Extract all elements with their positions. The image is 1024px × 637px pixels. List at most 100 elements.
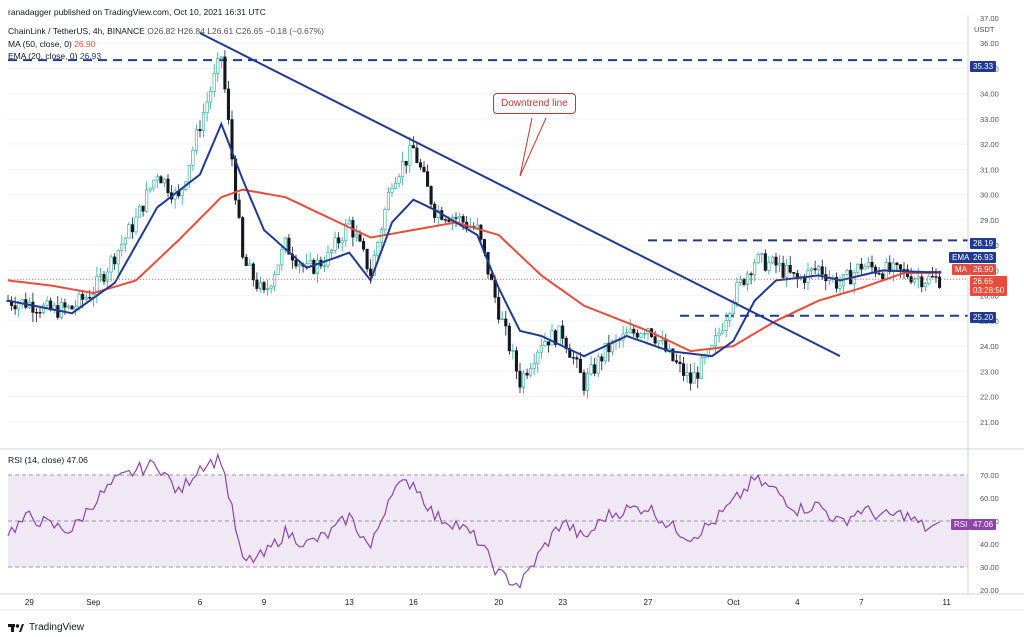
candle-body [820,266,824,275]
candle-body [575,357,579,360]
candle-body [411,145,415,149]
candle-body [88,296,92,299]
candle-body [418,162,422,168]
candle-body [251,263,255,281]
rsi-legend[interactable]: RSI (14, close) 47.06 [8,455,88,465]
downtrend-line [199,32,841,358]
candle-body [724,320,728,331]
time-tick-label: 29 [25,598,34,607]
price-tick-label: 37.00 [980,14,999,23]
candle-body [241,217,245,258]
candle-body [223,56,227,90]
candle-body [70,305,74,310]
candle-body [728,313,732,321]
candle-body [632,328,636,334]
price-tick-label: 24.00 [980,342,999,351]
candle-body [276,264,280,276]
candle-body [106,271,110,282]
support-badge: 25.20 [970,312,997,323]
candle-body [536,351,540,364]
candle-body [397,176,401,184]
tradingview-footer[interactable]: TradingView [8,622,84,633]
candle-body [354,234,358,238]
candle-body [369,268,373,276]
candle-body [770,256,774,263]
candle-body [898,264,902,270]
candle-body [895,262,899,265]
rsi-axis-tag: RSI [951,519,971,530]
candle-body [187,165,191,183]
price-tick-label: 34.00 [980,90,999,99]
candle-body [116,250,120,265]
price-tick-label: 31.00 [980,165,999,174]
candle-body [230,119,234,160]
candle-body [511,350,515,352]
candle-body [333,237,337,251]
candle-body [390,188,394,193]
candle-body [429,186,433,205]
candle-body [738,278,742,283]
candle-body [692,372,696,384]
candle-body [109,256,113,273]
candle-body [717,332,721,337]
candle-body [258,282,262,289]
time-tick-label: Oct [727,598,740,607]
candle-body [699,357,703,379]
candle-body [17,303,21,310]
candle-body [845,270,849,275]
symbol-line: ChainLink / TetherUS, 4h, BINANCE O26.82… [8,26,324,36]
candle-body [155,176,159,181]
ma-legend[interactable]: MA (50, close, 0) 26.90 [8,39,95,49]
candle-body [315,259,319,274]
candle-body [838,285,842,289]
candle-body [127,224,131,239]
ma-axis-value: 26.90 [970,264,997,275]
candle-body [66,305,70,308]
candle-body [38,312,42,314]
time-tick-label: 23 [558,598,567,607]
ema-axis-tag: EMA [949,252,973,263]
time-tick-label: 13 [345,598,354,607]
time-tick-label: Sep [86,598,101,607]
candle-body [859,263,863,270]
candle-body [248,263,252,266]
price-tick-label: 22.00 [980,393,999,402]
candle-body [678,361,682,364]
candle-body [148,187,152,191]
candle-body [344,223,348,242]
rsi-tick-label: 30.00 [980,563,999,572]
downtrend-line-segment [199,32,841,358]
time-tick-label: 6 [198,598,203,607]
candle-body [162,178,166,184]
publisher-text: ranadagger published on TradingView.com,… [8,7,266,17]
candle-body [280,248,284,266]
candle-body [934,276,938,278]
candle-body [152,179,156,189]
ema-legend[interactable]: EMA (20, close, 0) 26.93 [8,51,101,61]
candle-body [383,209,387,230]
candle-body [461,216,465,223]
candle-body [159,176,163,184]
price-tick-label: 30.00 [980,191,999,200]
candle-body [813,268,817,271]
candle-body [358,234,362,242]
candle-body [546,341,550,346]
candle-body [731,302,735,314]
candle-body [458,216,462,219]
candle-body [365,248,369,270]
candle-body [518,370,522,388]
candle-body [340,240,344,244]
candle-body [226,88,230,120]
candle-body [479,224,483,240]
top-level-badge: 35.33 [970,61,997,72]
candle-body [635,332,639,338]
time-tick-label: 27 [644,598,653,607]
candle-body [788,264,792,273]
candle-body [586,373,590,391]
candle-body [671,348,675,361]
last-price-badge: 26.65 03:28:50 [970,276,1008,296]
candle-body [930,276,934,278]
candle-body [557,325,561,345]
candle-body [817,266,821,271]
